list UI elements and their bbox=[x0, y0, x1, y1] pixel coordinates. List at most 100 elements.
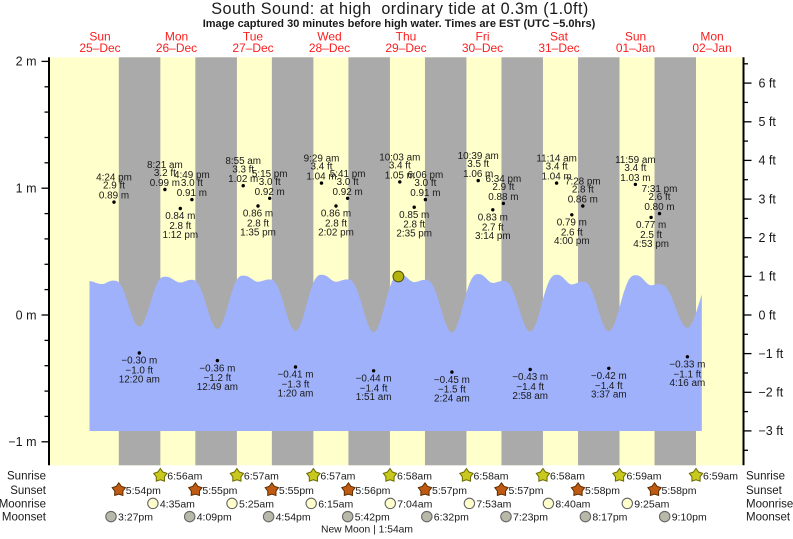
svg-text:2.9 ft: 2.9 ft bbox=[492, 182, 514, 193]
svg-text:3.0 ft: 3.0 ft bbox=[337, 177, 359, 188]
svg-text:2.8 ft: 2.8 ft bbox=[247, 219, 269, 230]
svg-text:2:02 pm: 2:02 pm bbox=[318, 227, 354, 238]
svg-text:4:35am: 4:35am bbox=[160, 498, 195, 510]
svg-text:9:29 am: 9:29 am bbox=[304, 154, 340, 165]
svg-text:8:55 am: 8:55 am bbox=[225, 156, 261, 167]
svg-text:9:10pm: 9:10pm bbox=[672, 512, 707, 524]
svg-text:10:39 am: 10:39 am bbox=[458, 151, 499, 162]
svg-text:Moonset: Moonset bbox=[746, 512, 791, 524]
svg-text:29–Dec: 29–Dec bbox=[385, 41, 426, 55]
svg-text:Moonrise: Moonrise bbox=[0, 498, 46, 510]
svg-text:4:09pm: 4:09pm bbox=[197, 512, 232, 524]
svg-text:6:57am: 6:57am bbox=[244, 471, 279, 483]
svg-text:0.86 m: 0.86 m bbox=[568, 195, 598, 206]
svg-text:4 ft: 4 ft bbox=[759, 154, 777, 168]
svg-text:Moonrise: Moonrise bbox=[746, 498, 793, 510]
svg-text:0.92 m: 0.92 m bbox=[332, 187, 362, 198]
svg-text:5 ft: 5 ft bbox=[759, 115, 777, 129]
svg-text:10:03 am: 10:03 am bbox=[379, 152, 420, 163]
svg-text:9:25am: 9:25am bbox=[634, 498, 669, 510]
svg-text:1.05 m: 1.05 m bbox=[385, 170, 415, 181]
svg-text:4:00 pm: 4:00 pm bbox=[554, 236, 590, 247]
svg-text:6:59am: 6:59am bbox=[703, 471, 738, 483]
svg-text:6 ft: 6 ft bbox=[759, 76, 777, 90]
svg-text:3:14 pm: 3:14 pm bbox=[475, 231, 511, 242]
svg-text:30–Dec: 30–Dec bbox=[462, 41, 503, 55]
svg-text:−0.33 m: −0.33 m bbox=[669, 360, 705, 371]
svg-text:2:35 pm: 2:35 pm bbox=[396, 229, 432, 240]
svg-text:3.0 ft: 3.0 ft bbox=[259, 177, 281, 188]
svg-text:01–Jan: 01–Jan bbox=[616, 41, 655, 55]
svg-text:Sat: Sat bbox=[550, 30, 569, 44]
svg-text:0.84 m: 0.84 m bbox=[165, 211, 195, 222]
svg-text:−2 ft: −2 ft bbox=[759, 386, 784, 400]
svg-text:Image captured 30 minutes befo: Image captured 30 minutes before high wa… bbox=[203, 18, 596, 30]
svg-text:6:06 pm: 6:06 pm bbox=[408, 170, 444, 181]
svg-text:0.80 m: 0.80 m bbox=[644, 202, 674, 213]
svg-text:5:42pm: 5:42pm bbox=[355, 512, 390, 524]
svg-text:7:28 pm: 7:28 pm bbox=[565, 177, 601, 188]
svg-text:3:27pm: 3:27pm bbox=[118, 512, 153, 524]
svg-text:0.88 m: 0.88 m bbox=[488, 192, 518, 203]
svg-text:−1.3 ft: −1.3 ft bbox=[282, 380, 310, 391]
svg-text:6:57am: 6:57am bbox=[320, 471, 355, 483]
svg-text:New Moon | 1:54am: New Moon | 1:54am bbox=[321, 525, 413, 536]
svg-text:Mon: Mon bbox=[165, 30, 188, 44]
svg-text:26–Dec: 26–Dec bbox=[156, 41, 197, 55]
svg-text:11:59 am: 11:59 am bbox=[615, 155, 655, 166]
svg-text:5:57pm: 5:57pm bbox=[509, 485, 544, 497]
svg-text:7:04am: 7:04am bbox=[397, 498, 432, 510]
svg-text:4:16 am: 4:16 am bbox=[670, 378, 706, 389]
svg-text:Sunrise: Sunrise bbox=[746, 471, 785, 483]
svg-text:0.77 m: 0.77 m bbox=[636, 220, 666, 231]
svg-text:Mon: Mon bbox=[700, 30, 723, 44]
svg-text:3:37 am: 3:37 am bbox=[591, 390, 627, 401]
svg-text:3.4 ft: 3.4 ft bbox=[389, 161, 411, 172]
svg-text:−0.43 m: −0.43 m bbox=[512, 372, 548, 383]
svg-text:5:57pm: 5:57pm bbox=[432, 485, 467, 497]
svg-text:Sun: Sun bbox=[89, 30, 110, 44]
svg-text:1:20 am: 1:20 am bbox=[278, 388, 314, 399]
svg-text:5:55pm: 5:55pm bbox=[202, 485, 237, 497]
svg-text:0.99 m: 0.99 m bbox=[150, 178, 180, 189]
svg-text:0.85 m: 0.85 m bbox=[399, 210, 429, 221]
svg-text:3.3 ft: 3.3 ft bbox=[232, 164, 254, 175]
svg-text:0.91 m: 0.91 m bbox=[177, 188, 207, 199]
svg-text:Sunrise: Sunrise bbox=[7, 471, 46, 483]
svg-text:4:24 pm: 4:24 pm bbox=[96, 173, 132, 184]
svg-text:South Sound: at high ordinary: South Sound: at high ordinary tide at 0.… bbox=[211, 0, 589, 18]
svg-text:Sunset: Sunset bbox=[746, 485, 783, 497]
svg-text:2 m: 2 m bbox=[16, 55, 37, 69]
svg-text:5:41 pm: 5:41 pm bbox=[330, 169, 366, 180]
svg-text:6:58am: 6:58am bbox=[474, 471, 509, 483]
svg-text:Sun: Sun bbox=[625, 30, 646, 44]
svg-text:2.8 ft: 2.8 ft bbox=[325, 219, 347, 230]
svg-text:27–Dec: 27–Dec bbox=[232, 41, 273, 55]
svg-text:3.0 ft: 3.0 ft bbox=[414, 178, 436, 189]
svg-text:−0.44 m: −0.44 m bbox=[356, 374, 392, 385]
svg-text:−1.0 ft: −1.0 ft bbox=[125, 366, 153, 377]
svg-text:0.92 m: 0.92 m bbox=[255, 187, 285, 198]
svg-text:6:58am: 6:58am bbox=[397, 471, 432, 483]
svg-text:2.8 ft: 2.8 ft bbox=[169, 221, 191, 232]
svg-text:Thu: Thu bbox=[396, 30, 417, 44]
svg-text:−0.30 m: −0.30 m bbox=[121, 356, 157, 367]
svg-text:0 ft: 0 ft bbox=[759, 308, 777, 322]
svg-text:−3 ft: −3 ft bbox=[759, 424, 784, 438]
svg-text:1.06 m: 1.06 m bbox=[463, 169, 493, 180]
svg-text:−1.2 ft: −1.2 ft bbox=[204, 373, 232, 384]
svg-text:−1.5 ft: −1.5 ft bbox=[438, 385, 466, 396]
svg-text:5:25am: 5:25am bbox=[239, 498, 274, 510]
svg-text:2.6 ft: 2.6 ft bbox=[561, 227, 583, 238]
svg-text:0.83 m: 0.83 m bbox=[478, 213, 508, 224]
svg-text:1.04 m: 1.04 m bbox=[306, 172, 336, 183]
svg-text:25–Dec: 25–Dec bbox=[79, 41, 120, 55]
svg-text:2.6 ft: 2.6 ft bbox=[649, 192, 671, 203]
svg-text:2 ft: 2 ft bbox=[759, 231, 777, 245]
svg-text:1.02 m: 1.02 m bbox=[228, 174, 258, 185]
svg-text:6:32pm: 6:32pm bbox=[434, 512, 469, 524]
svg-text:1 m: 1 m bbox=[16, 182, 37, 196]
svg-text:−1.4 ft: −1.4 ft bbox=[516, 382, 544, 393]
svg-text:3.4 ft: 3.4 ft bbox=[311, 162, 333, 173]
svg-text:−1 m: −1 m bbox=[8, 435, 36, 449]
